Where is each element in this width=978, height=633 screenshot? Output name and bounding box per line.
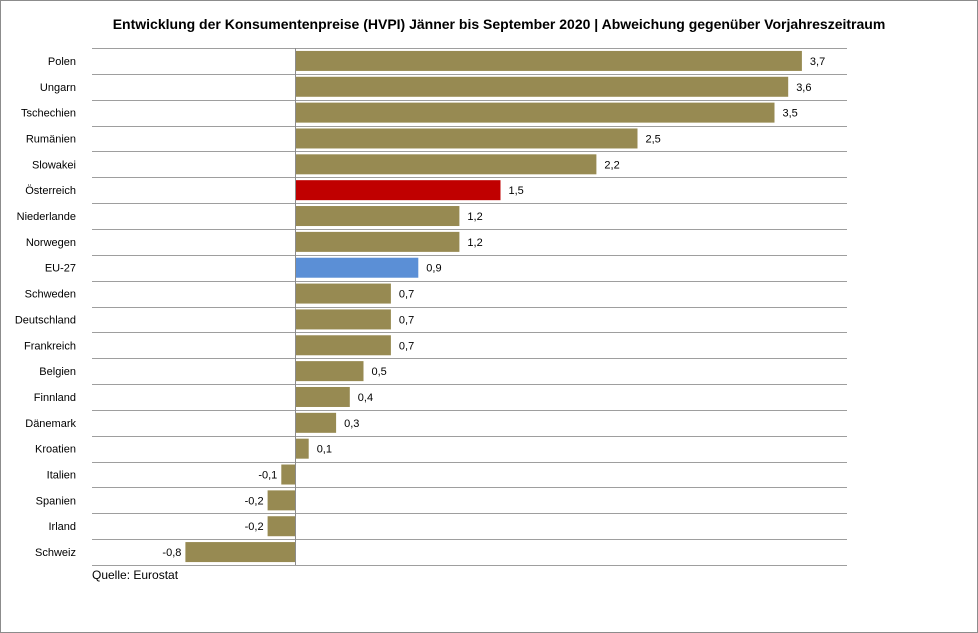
bar-10 [295,309,391,330]
bar-14 [295,412,337,433]
data-label: 3,6 [796,82,811,94]
category-label: Niederlande [17,211,76,223]
category-label: Österreich [25,185,76,197]
data-label: 3,5 [783,108,798,120]
data-label: 2,5 [646,133,661,145]
data-label: 0,7 [399,340,414,352]
bar-19 [185,542,295,563]
category-label: EU-27 [45,263,76,275]
data-label: 0,5 [372,366,387,378]
bar-3 [295,128,638,149]
category-label: Schweiz [35,547,76,559]
category-label: Schweden [25,289,76,301]
data-label: -0,2 [245,521,264,533]
source-note: Quelle: Eurostat [92,568,179,582]
category-label: Irland [48,521,76,533]
data-label: 0,9 [426,263,441,275]
category-label: Tschechien [21,108,76,120]
bar-17 [267,490,295,511]
data-label: 1,2 [467,237,482,249]
data-label: 3,7 [810,56,825,68]
data-label: -0,8 [162,547,181,559]
data-label: 2,2 [604,159,619,171]
bar-7 [295,231,460,252]
data-label: 0,7 [399,314,414,326]
data-label: 1,2 [467,211,482,223]
category-label: Kroatien [35,444,76,456]
bar-5 [295,180,501,201]
bar-0 [295,50,802,71]
bar-11 [295,335,391,356]
data-label: 1,5 [509,185,524,197]
bar-13 [295,386,350,407]
category-label: Belgien [39,366,76,378]
bar-15 [295,438,309,459]
category-label: Slowakei [32,159,76,171]
bar-12 [295,361,364,382]
category-label: Rumänien [26,133,76,145]
bar-6 [295,206,460,227]
bar-9 [295,283,391,304]
bar-18 [267,516,295,537]
bar-16 [281,464,295,485]
category-label: Spanien [36,495,76,507]
bar-8 [295,257,419,278]
category-label: Italien [47,470,76,482]
data-label: 0,1 [317,444,332,456]
category-label: Dänemark [25,418,76,430]
data-label: -0,1 [258,470,277,482]
chart-title: Entwicklung der Konsumentenpreise (HVPI)… [112,16,886,32]
bar-2 [295,102,775,123]
category-label: Ungarn [40,82,76,94]
data-label: -0,2 [245,495,264,507]
data-label: 0,7 [399,289,414,301]
data-label: 0,3 [344,418,359,430]
data-label: 0,4 [358,392,373,404]
category-label: Norwegen [26,237,76,249]
bar-1 [295,76,789,97]
category-label: Finnland [34,392,76,404]
bar-4 [295,154,597,175]
category-label: Polen [48,56,76,68]
category-label: Deutschland [15,314,76,326]
category-label: Frankreich [24,340,76,352]
